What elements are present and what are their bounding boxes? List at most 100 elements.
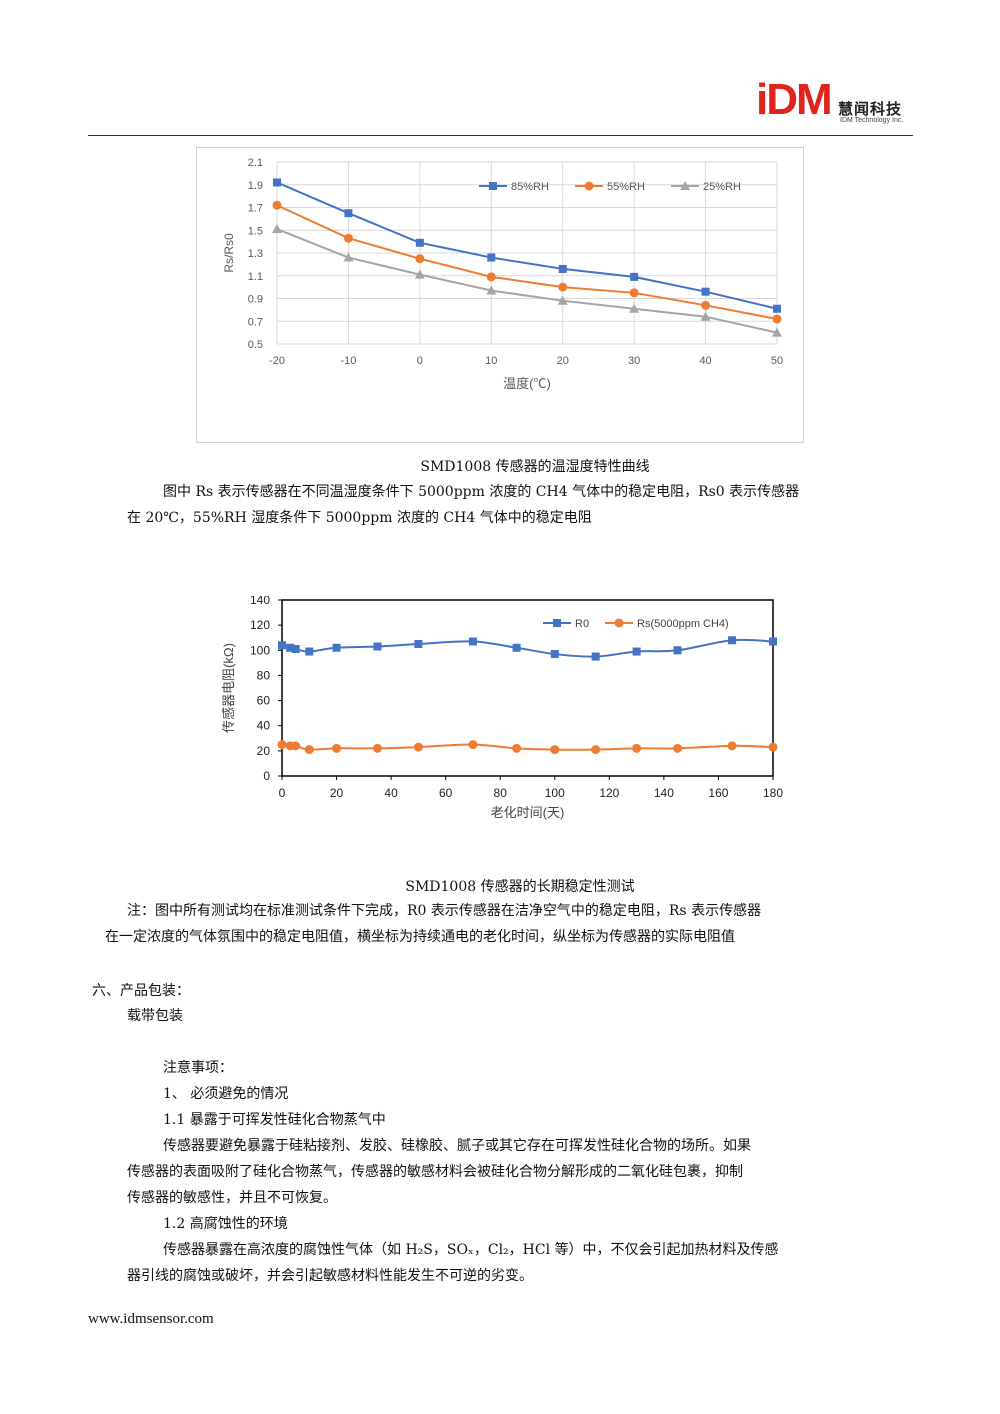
series-line <box>276 181 778 310</box>
data-point <box>468 740 478 750</box>
data-point <box>332 643 341 652</box>
legend-marker <box>614 618 624 628</box>
data-point <box>558 264 567 273</box>
paragraph-rs-explanation-line2: 在 20℃，55%RH 湿度条件下 5000ppm 浓度的 CH4 气体中的稳定… <box>127 510 592 526</box>
data-point <box>772 327 782 337</box>
data-point <box>415 238 424 247</box>
x-tick-label: 60 <box>439 786 453 800</box>
data-point <box>701 300 711 310</box>
series-line <box>281 638 774 658</box>
legend-label: Rs(5000ppm CH4) <box>637 618 729 630</box>
data-point <box>727 741 737 751</box>
y-axis-label: Rs/Rs0 <box>222 233 236 273</box>
series-line <box>276 228 778 334</box>
data-point <box>550 745 560 755</box>
x-tick-label: 20 <box>330 786 344 800</box>
data-point <box>414 269 425 279</box>
data-point <box>343 233 353 243</box>
x-tick-label: 160 <box>708 786 728 800</box>
data-point <box>487 253 496 262</box>
data-point <box>304 745 314 755</box>
data-point <box>769 637 777 646</box>
data-point <box>768 742 778 752</box>
section6-title: 六、产品包装： <box>92 983 190 999</box>
data-point <box>486 285 497 295</box>
y-tick-label: 1.9 <box>248 180 263 192</box>
chart2-svg: 0 20 40 60 80 100 120 140 0 20 40 60 80 100 120 140 160 1… <box>221 593 783 820</box>
x-tick-label: 120 <box>599 786 619 800</box>
y-tick-label: 120 <box>250 618 270 632</box>
data-point <box>557 295 568 305</box>
section6-body: 载带包装 <box>127 1008 183 1024</box>
x-tick-label: 0 <box>279 786 286 800</box>
data-point <box>344 209 353 218</box>
data-point <box>332 743 342 753</box>
item1-heading: 1、 必须避免的情况 <box>163 1086 289 1102</box>
data-point <box>305 647 314 656</box>
data-point <box>558 282 568 292</box>
y-tick-label: 1.3 <box>248 248 263 260</box>
item1-2-line2: 器引线的腐蚀或破坏，并会引起敏感材料性能发生不可逆的劣变。 <box>127 1268 533 1284</box>
x-tick-label: 10 <box>485 355 497 367</box>
data-point <box>291 741 301 751</box>
y-tick-label: 140 <box>250 596 270 607</box>
paragraph-rs-explanation-line1: 图中 Rs 表示传感器在不同温湿度条件下 5000ppm 浓度的 CH4 气体中… <box>163 484 800 500</box>
legend-marker <box>489 182 497 190</box>
data-point <box>272 200 282 210</box>
data-point <box>591 652 600 661</box>
x-axis-label: 温度(℃) <box>503 376 551 391</box>
y-tick-label: 1.5 <box>248 225 263 237</box>
y-tick-label: 20 <box>257 744 271 758</box>
note-line1: 注：图中所有测试均在标准测试条件下完成，R0 表示传感器在洁净空气中的稳定电阻，… <box>127 903 762 919</box>
data-point <box>632 743 642 753</box>
x-tick-label: 20 <box>557 355 569 367</box>
chart1-svg: 0.5 0.7 0.9 1.1 1.3 1.5 1.7 1.9 2.1 -20 -10 0 10 20 30… <box>222 157 783 391</box>
item1-1-line1: 传感器要避免暴露于硅粘接剂、发胶、硅橡胶、腻子或其它存在可挥发性硅化合物的场所。… <box>163 1138 751 1154</box>
series-line <box>281 743 774 751</box>
company-name-en: IDM Technology Inc. <box>840 117 904 124</box>
legend-marker <box>680 181 690 190</box>
note-line2: 在一定浓度的气体氛围中的稳定电阻值，横坐标为持续通电的老化时间，纵坐标为传感器的… <box>105 929 735 945</box>
x-tick-label: 140 <box>654 786 674 800</box>
data-point <box>468 637 477 646</box>
data-point <box>343 252 354 262</box>
legend-label: R0 <box>575 618 589 630</box>
footer-website[interactable]: www.idmsensor.com <box>88 1311 214 1327</box>
data-point <box>673 646 682 655</box>
data-point <box>630 272 639 281</box>
y-tick-label: 40 <box>257 719 271 733</box>
item1-2-heading: 1.2 高腐蚀性的环境 <box>163 1216 288 1232</box>
data-point <box>773 304 781 313</box>
item1-2-line1: 传感器暴露在高浓度的腐蚀性气体（如 H₂S，SOₓ，Cl₂，HCl 等）中，不仅… <box>163 1242 779 1258</box>
data-point <box>701 287 710 296</box>
data-point <box>373 642 382 651</box>
data-point <box>413 742 423 752</box>
x-tick-label: 80 <box>494 786 508 800</box>
y-tick-label: 0.5 <box>248 339 263 351</box>
y-tick-label: 80 <box>257 668 271 682</box>
x-tick-label: 100 <box>545 786 565 800</box>
data-point <box>372 743 382 753</box>
notes-title: 注意事项： <box>163 1060 233 1076</box>
chart-temperature-humidity: 0.5 0.7 0.9 1.1 1.3 1.5 1.7 1.9 2.1 -20 -10 0 10 20 30… <box>196 147 804 443</box>
legend-label: 25%RH <box>703 181 741 193</box>
data-point <box>550 650 559 659</box>
data-point <box>291 645 300 654</box>
data-point <box>629 303 640 313</box>
x-tick-label: -20 <box>269 355 285 367</box>
y-tick-label: 0.9 <box>248 294 263 306</box>
company-name-cn: 慧闻科技 <box>838 100 903 118</box>
plot-frame <box>281 599 774 777</box>
data-point <box>486 272 496 282</box>
data-point <box>728 636 737 645</box>
x-axis-label: 老化时间(天) <box>491 805 565 820</box>
data-point <box>414 640 423 648</box>
y-tick-label: 0.7 <box>248 316 263 328</box>
data-point <box>277 740 287 750</box>
x-tick-label: 30 <box>628 355 640 367</box>
chart1-caption: SMD1008 传感器的温湿度特性曲线 <box>420 459 650 475</box>
data-point <box>415 254 425 264</box>
chart-long-term-stability: 0 20 40 60 80 100 120 140 0 20 40 60 80 100 120 140 160 1… <box>213 593 803 826</box>
data-point <box>278 641 286 650</box>
legend-label: 55%RH <box>607 181 645 193</box>
